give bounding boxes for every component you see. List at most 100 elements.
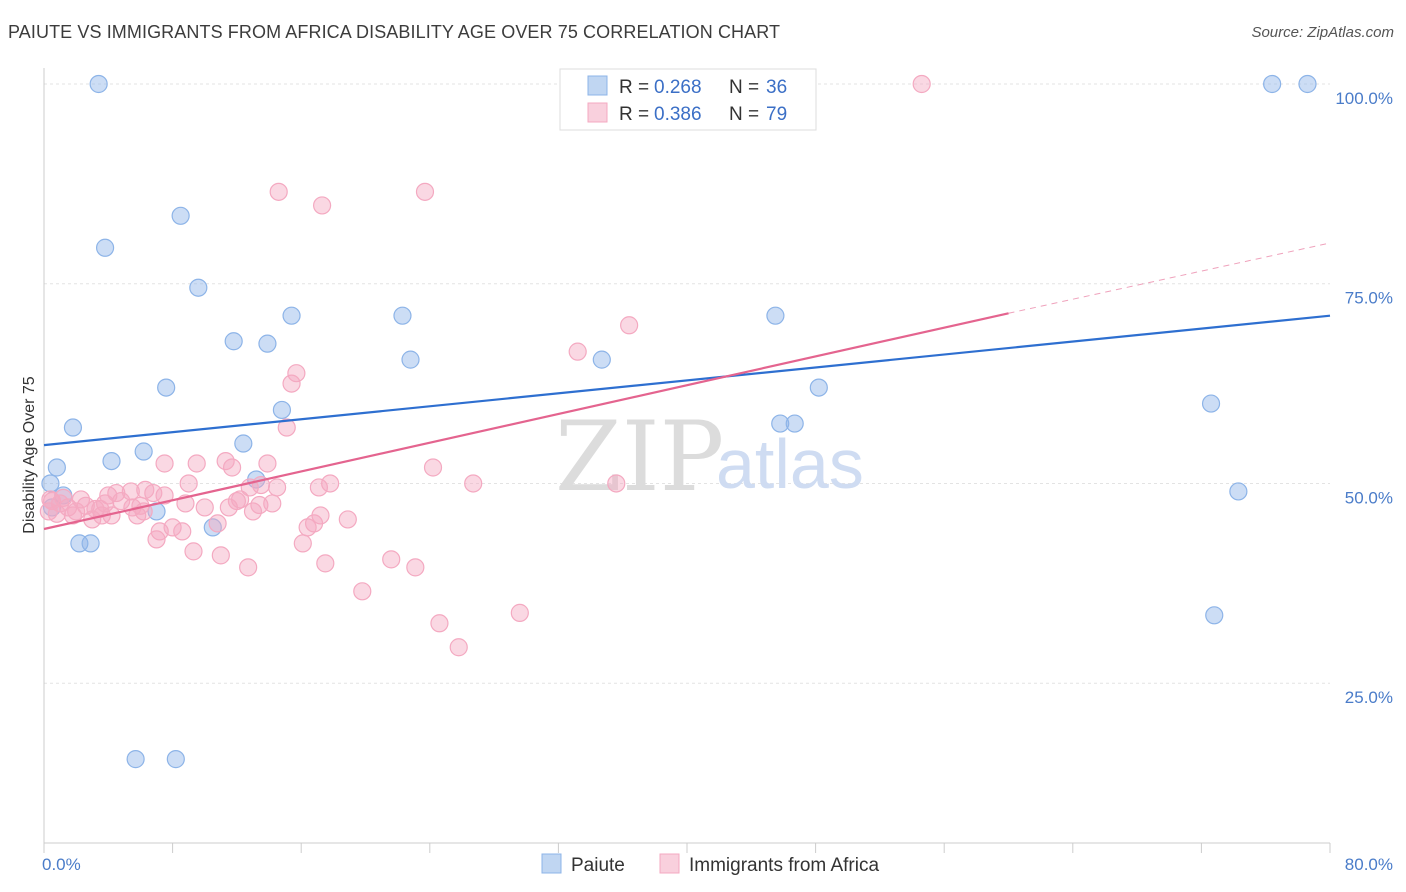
- point-series0-25: [41, 474, 60, 493]
- point-series1-10: [155, 454, 174, 473]
- point-series0-10: [258, 334, 277, 353]
- point-series1-14: [258, 454, 277, 473]
- point-series1-3: [312, 196, 332, 215]
- y-tick-label-2: 75.0%: [1345, 289, 1393, 308]
- point-series1-63: [316, 554, 335, 573]
- point-series1-62: [293, 534, 312, 553]
- tick-labels: 25.0% 50.0% 75.0% 100.0% 0.0% 80.0%: [42, 89, 1393, 874]
- point-series0-4: [95, 238, 115, 257]
- point-series1-8: [277, 418, 296, 437]
- point-series0-32: [1205, 606, 1224, 625]
- point-series1-40: [195, 498, 214, 517]
- point-series1-67: [353, 582, 372, 601]
- legend-top: R = 0.268 N = 36 R = 0.386 N = 79: [559, 68, 817, 131]
- legend-n-label-0: N =: [729, 77, 759, 98]
- legend-r-value-0: 0.268: [654, 77, 702, 98]
- legend-swatch-0: [587, 75, 608, 96]
- trend-line-extension-series1: [1008, 242, 1331, 314]
- point-series1-56: [338, 510, 357, 529]
- grid-lines: [44, 83, 1330, 684]
- legend-n-label-1: N =: [729, 104, 759, 125]
- legend-n-value-0: 36: [766, 77, 787, 98]
- point-series0-3: [171, 206, 190, 225]
- legend-bottom: Paiute Immigrants from Africa: [541, 853, 879, 876]
- point-series1-68: [430, 614, 449, 633]
- point-series1-24: [121, 482, 140, 501]
- y-tick-label-0: 25.0%: [1345, 688, 1393, 707]
- bottom-legend-label-0: Paiute: [571, 855, 625, 876]
- point-series0-2: [1298, 74, 1317, 94]
- watermark-zip: ZIP: [555, 401, 724, 513]
- point-series1-75: [99, 486, 118, 505]
- point-series1-64: [239, 558, 258, 577]
- bottom-legend-swatch-1: [659, 853, 680, 874]
- point-series1-72: [54, 488, 73, 507]
- point-series0-1: [1263, 74, 1282, 94]
- legend-n-value-1: 79: [766, 104, 787, 125]
- x-tick-label-0: 0.0%: [42, 855, 81, 874]
- point-series0-22: [102, 451, 121, 471]
- chart-title: PAIUTE VS IMMIGRANTS FROM AFRICA DISABIL…: [8, 22, 781, 42]
- legend-swatch-1: [587, 102, 608, 123]
- point-series1-60: [211, 546, 230, 565]
- point-series1-27: [155, 486, 174, 505]
- point-series1-50: [128, 506, 147, 525]
- point-series1-11: [187, 454, 206, 473]
- point-series1-1: [269, 182, 288, 201]
- point-series1-69: [449, 638, 468, 657]
- legend-r-value-1: 0.386: [654, 104, 702, 125]
- trend-lines: [43, 242, 1331, 531]
- bottom-legend-label-1: Immigrants from Africa: [689, 855, 879, 876]
- point-series0-21: [134, 442, 153, 461]
- point-series1-18: [267, 478, 287, 497]
- point-series0-20: [234, 434, 253, 453]
- point-series1-47: [63, 506, 83, 525]
- point-series1-2: [415, 182, 435, 201]
- y-tick-label-3: 100.0%: [1335, 89, 1393, 108]
- point-series1-20: [321, 474, 340, 493]
- point-series1-53: [208, 514, 227, 533]
- axes: [43, 68, 1331, 853]
- point-series0-15: [272, 400, 292, 420]
- point-series0-9: [224, 332, 243, 351]
- point-series0-12: [592, 350, 611, 369]
- point-series1-73: [71, 490, 91, 509]
- point-series0-13: [157, 378, 176, 397]
- point-series1-59: [173, 522, 192, 541]
- point-series1-6: [287, 364, 306, 383]
- point-series0-27: [1229, 482, 1248, 501]
- point-series1-7: [282, 374, 301, 393]
- point-series0-17: [63, 418, 83, 437]
- point-series1-42: [231, 490, 250, 509]
- point-series0-14: [809, 378, 828, 397]
- point-series0-6: [282, 306, 301, 325]
- y-axis-label: Disability Age Over 75: [21, 376, 38, 534]
- source-credit: Source: ZipAtlas.com: [1251, 24, 1394, 41]
- watermark-atlas: atlas: [716, 425, 864, 503]
- trend-line-series0: [43, 314, 1331, 447]
- point-series1-52: [163, 518, 182, 537]
- point-series1-77: [227, 491, 246, 511]
- point-series0-7: [393, 306, 412, 325]
- point-series1-15: [179, 474, 198, 493]
- point-series0-11: [401, 350, 420, 369]
- point-series1-26: [144, 483, 163, 503]
- point-series1-13: [222, 458, 242, 477]
- point-series1-4: [620, 316, 639, 335]
- point-series1-0: [912, 74, 931, 94]
- point-series1-9: [423, 458, 443, 477]
- point-series1-57: [304, 514, 324, 533]
- bottom-legend-swatch-0: [541, 853, 562, 874]
- point-series1-22: [607, 474, 626, 493]
- point-series1-78: [250, 495, 269, 515]
- point-series1-58: [147, 530, 166, 549]
- y-tick-label-1: 50.0%: [1345, 488, 1393, 507]
- point-series0-18: [771, 414, 790, 433]
- legend-r-label-0: R =: [619, 77, 649, 98]
- point-series1-19: [309, 478, 328, 497]
- point-series1-70: [510, 603, 529, 622]
- point-series0-5: [189, 278, 208, 297]
- point-series0-8: [766, 306, 785, 325]
- point-series0-33: [126, 750, 145, 769]
